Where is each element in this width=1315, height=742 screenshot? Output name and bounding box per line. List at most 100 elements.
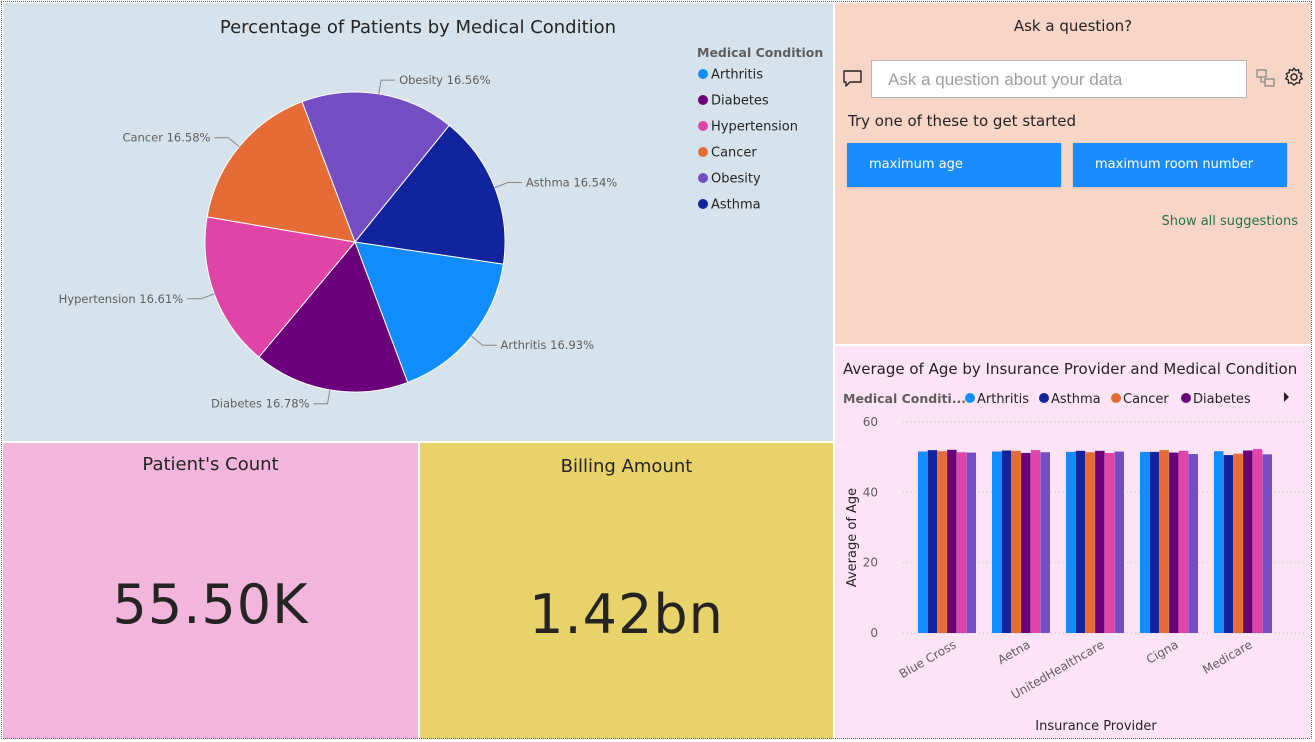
bar-cigna-diabetes[interactable]	[1169, 452, 1179, 633]
pie-slice-asthma[interactable]	[354, 124, 506, 265]
bar-unitedhealthcare-arthritis[interactable]	[1066, 451, 1076, 633]
pie-data-label-cancer: Cancer 16.58%	[122, 131, 210, 145]
qa-panel: Ask a question? Ask a question about you…	[835, 3, 1311, 344]
bar-medicare-series-5[interactable]	[1252, 449, 1263, 633]
bar-aetna-series-5[interactable]	[1030, 450, 1041, 633]
pie-data-label-asthma: Asthma 16.54%	[526, 176, 617, 190]
billing-amount-value: 1.42bn	[529, 583, 724, 646]
billing-amount-card[interactable]: Billing Amount 1.42bn	[420, 443, 833, 739]
pie-data-label-hypertension: Hypertension 16.61%	[59, 292, 184, 306]
chat-icon	[843, 70, 862, 87]
bar-y-tick-label: 40	[863, 485, 878, 499]
bar-blue-cross-series-5[interactable]	[956, 452, 967, 633]
bar-y-tick-label: 20	[863, 556, 878, 570]
pie-chart-panel[interactable]: Percentage of Patients by Medical Condit…	[3, 3, 833, 441]
bar-aetna-arthritis[interactable]	[992, 451, 1002, 633]
suggestion-maximum-age-button[interactable]: maximum age	[847, 143, 1061, 187]
bar-y-tick-label: 0	[870, 626, 878, 640]
pie-slice-cancer[interactable]	[206, 101, 356, 243]
bar-unitedhealthcare-cancer[interactable]	[1085, 452, 1095, 633]
pie-leader-line	[494, 182, 522, 189]
bar-aetna-diabetes[interactable]	[1021, 452, 1031, 633]
bar-y-tick-label: 60	[863, 415, 878, 429]
bar-blue-cross-cancer[interactable]	[937, 451, 947, 633]
bar-legend-marker-diabetes	[1181, 393, 1191, 403]
bar-medicare-diabetes[interactable]	[1243, 450, 1253, 633]
bar-medicare-asthma[interactable]	[1223, 455, 1234, 633]
bar-blue-cross-asthma[interactable]	[927, 450, 938, 633]
qa-hint-text: Try one of these to get started	[848, 112, 1077, 130]
pie-slice-diabetes[interactable]	[258, 241, 409, 393]
qa-title: Ask a question?	[1013, 17, 1133, 35]
gear-icon[interactable]	[1283, 66, 1305, 88]
pie-legend-marker-asthma	[698, 199, 708, 209]
bar-medicare-cancer[interactable]	[1233, 453, 1243, 633]
bar-aetna-cancer[interactable]	[1011, 450, 1021, 633]
bar-legend-item-diabetes[interactable]: Diabetes	[1193, 392, 1251, 407]
pie-legend-marker-hypertension	[698, 121, 708, 131]
pie-slice-obesity[interactable]	[301, 91, 451, 243]
bar-aetna-series-6[interactable]	[1040, 452, 1051, 633]
bar-blue-cross-series-6[interactable]	[966, 452, 977, 633]
bar-legend-item-cancer[interactable]: Cancer	[1123, 392, 1169, 407]
bar-legend-item-arthritis[interactable]: Arthritis	[977, 392, 1029, 407]
show-all-suggestions-link[interactable]: Show all suggestions	[1161, 214, 1299, 229]
bar-cigna-series-6[interactable]	[1188, 454, 1199, 633]
suggestion-maximum-room-number-button[interactable]: maximum room number	[1073, 143, 1287, 187]
bar-chart[interactable]: Medical Conditi... Arthritis Asthma Cancer D…	[835, 346, 1311, 739]
bar-legend-item-asthma[interactable]: Asthma	[1051, 392, 1101, 407]
pie-chart-title: Percentage of Patients by Medical Condit…	[219, 17, 617, 38]
pie-legend-item-hypertension[interactable]: Hypertension	[711, 120, 798, 135]
bar-medicare-arthritis[interactable]	[1214, 451, 1224, 633]
pie-legend-item-cancer[interactable]: Cancer	[711, 146, 757, 161]
pie-legend-marker-obesity	[698, 173, 708, 183]
bar-x-axis-title: Insurance Provider	[1035, 719, 1157, 734]
bar-legend-title: Medical Conditi...	[843, 391, 966, 406]
pie-data-label-arthritis: Arthritis 16.93%	[500, 338, 594, 352]
pie-leader-line	[471, 335, 497, 346]
bar-unitedhealthcare-series-6[interactable]	[1114, 451, 1125, 633]
pie-leader-line	[378, 79, 396, 94]
bar-unitedhealthcare-diabetes[interactable]	[1095, 450, 1105, 633]
pie-legend-title: Medical Condition	[697, 45, 823, 60]
bar-blue-cross-arthritis[interactable]	[918, 451, 928, 633]
bar-cigna-asthma[interactable]	[1149, 451, 1160, 633]
pie-legend-marker-arthritis	[698, 69, 708, 79]
bar-medicare-series-6[interactable]	[1262, 454, 1273, 633]
bar-cigna-arthritis[interactable]	[1140, 451, 1150, 633]
pie-leader-line	[214, 137, 240, 147]
pie-legend-marker-diabetes	[698, 95, 708, 105]
patients-count-title: Patient's Count	[142, 454, 279, 475]
legend-next-arrow-icon[interactable]	[1284, 392, 1289, 402]
bar-chart-panel[interactable]: Average of Age by Insurance Provider and…	[835, 346, 1311, 739]
bar-cigna-series-5[interactable]	[1178, 450, 1189, 633]
patients-count-card[interactable]: Patient's Count 55.50K	[3, 443, 418, 739]
pie-legend-item-arthritis[interactable]: Arthritis	[711, 68, 763, 83]
bar-x-tick-label: Aetna	[995, 637, 1032, 667]
pie-leader-line	[313, 389, 331, 405]
pie-data-label-diabetes: Diabetes 16.78%	[211, 397, 310, 411]
patients-count-value: 55.50K	[112, 573, 309, 636]
pie-chart[interactable]: Arthritis 16.93% Diabetes 16.78% Hypertens…	[3, 3, 833, 441]
bar-chart-title: Average of Age by Insurance Provider and…	[843, 360, 1298, 378]
pie-legend-item-asthma[interactable]: Asthma	[711, 198, 761, 213]
bar-x-tick-label: Cigna	[1144, 637, 1181, 666]
bar-unitedhealthcare-asthma[interactable]	[1075, 450, 1086, 633]
billing-amount-title: Billing Amount	[560, 456, 693, 477]
pie-data-label-obesity: Obesity 16.56%	[399, 73, 491, 87]
bar-unitedhealthcare-series-5[interactable]	[1104, 452, 1115, 633]
pie-legend-item-diabetes[interactable]: Diabetes	[711, 94, 769, 109]
swap-icon[interactable]	[1255, 67, 1277, 89]
bar-blue-cross-diabetes[interactable]	[947, 449, 957, 633]
qa-question-input[interactable]: Ask a question about your data	[871, 60, 1247, 98]
pie-leader-line	[187, 293, 215, 300]
pie-legend-marker-cancer	[698, 147, 708, 157]
bar-cigna-cancer[interactable]	[1159, 450, 1169, 633]
bar-aetna-asthma[interactable]	[1001, 450, 1012, 633]
bar-x-tick-label: Blue Cross	[897, 637, 959, 681]
bar-legend-marker-cancer	[1111, 393, 1121, 403]
bar-legend-marker-arthritis	[965, 393, 975, 403]
bar-legend-marker-asthma	[1039, 393, 1049, 403]
pie-legend-item-obesity[interactable]: Obesity	[711, 172, 761, 187]
bar-y-axis-title: Average of Age	[845, 488, 860, 587]
